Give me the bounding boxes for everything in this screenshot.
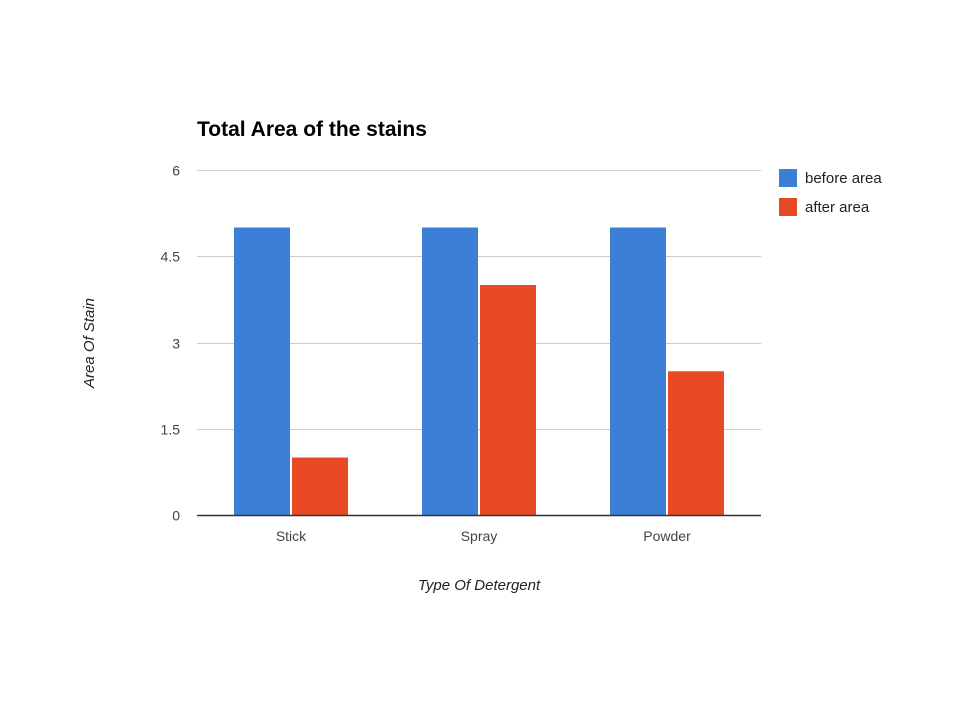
bar-after-area-spray bbox=[480, 285, 536, 515]
y-tick-label: 4.5 bbox=[161, 249, 181, 265]
x-axis-ticks: Stick Spray Powder bbox=[276, 528, 691, 544]
x-axis-title: Type Of Detergent bbox=[418, 577, 541, 594]
bar-before-area-spray bbox=[422, 227, 478, 515]
chart-title: Total Area of the stains bbox=[197, 118, 427, 141]
bars bbox=[234, 227, 724, 515]
bar-after-area-stick bbox=[292, 457, 348, 515]
gridlines bbox=[197, 170, 761, 430]
y-tick-label: 6 bbox=[172, 163, 180, 179]
y-axis-title: Area Of Stain bbox=[81, 298, 98, 389]
y-tick-label: 3 bbox=[172, 336, 180, 352]
y-tick-label: 0 bbox=[172, 508, 180, 524]
legend-swatch bbox=[779, 169, 797, 187]
x-tick-label: Stick bbox=[276, 528, 307, 544]
bar-before-area-stick bbox=[234, 227, 290, 515]
legend-swatch bbox=[779, 198, 797, 216]
bar-before-area-powder bbox=[610, 227, 666, 515]
y-tick-label: 1.5 bbox=[161, 422, 181, 438]
x-tick-label: Spray bbox=[461, 528, 498, 544]
x-tick-label: Powder bbox=[643, 528, 691, 544]
legend-label: before area bbox=[805, 170, 882, 187]
bar-after-area-powder bbox=[668, 371, 724, 515]
legend: before area after area bbox=[779, 169, 882, 216]
legend-label: after area bbox=[805, 199, 870, 216]
y-axis-ticks: 0 1.5 3 4.5 6 bbox=[161, 163, 181, 524]
